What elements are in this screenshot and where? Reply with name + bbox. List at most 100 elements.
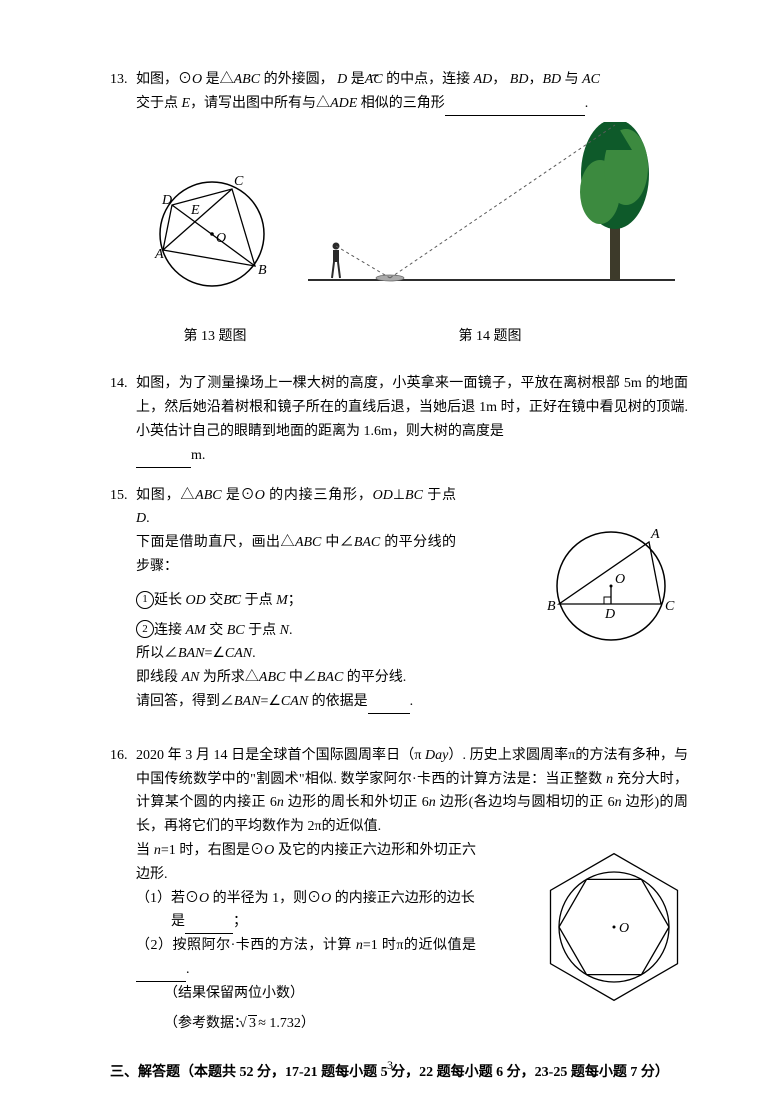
t: 交 [206, 623, 227, 638]
t: BAC [354, 535, 380, 550]
q13-text: 如图，⊙O 是△ABC 的外接圆， D 是AC 的中点，连接 AD， BD，BD… [136, 68, 688, 116]
t: OD [373, 488, 393, 503]
t: 2020 年 3 月 14 日是全球首个国际圆周率日（ [136, 748, 414, 763]
t: Day [421, 748, 448, 763]
t: （1）若⊙ [136, 891, 199, 906]
t: OD [186, 593, 206, 608]
t: ， [528, 72, 542, 87]
t: 交于点 [136, 96, 182, 111]
t: AM [186, 623, 206, 638]
t: （2）按照阿尔·卡西的方法，计算 [136, 938, 356, 953]
t: O [199, 891, 209, 906]
t: O [192, 72, 202, 87]
svg-text:D: D [161, 193, 172, 208]
t: ⊥ [393, 488, 405, 503]
t: BAC [317, 670, 343, 685]
t: n [356, 938, 363, 953]
t: M [276, 593, 288, 608]
blank-line [185, 933, 233, 934]
t: =∠ [260, 694, 280, 709]
q13-figure-caption: 第 13 题图 [140, 325, 290, 349]
t: O [255, 488, 265, 503]
t: O [321, 891, 331, 906]
svg-text:A: A [650, 527, 660, 542]
t: 连接 [154, 623, 186, 638]
svg-text:B: B [258, 263, 267, 278]
q16-container: 16. 2020 年 3 月 14 日是全球首个国际圆周率日（π Day）. 历… [110, 744, 688, 1036]
t: 的近似值. [322, 819, 382, 834]
t: . [410, 694, 414, 709]
t: n [429, 795, 436, 810]
step-2-marker: 2 [136, 620, 154, 638]
t: 相似的三角形 [357, 96, 445, 111]
step-1-marker: 1 [136, 591, 154, 609]
t: 于点 [245, 623, 280, 638]
t: N [280, 623, 289, 638]
t: 于点 [423, 488, 456, 503]
t: n [277, 795, 284, 810]
t: . [252, 646, 256, 661]
svg-text:A: A [154, 247, 164, 262]
t: n [615, 795, 622, 810]
t: 下面是借助直尺，画出△ [136, 535, 295, 550]
page-number: 3 [0, 1055, 780, 1075]
t: 如图，△ [136, 488, 195, 503]
t: 延长 [154, 593, 186, 608]
svg-text:C: C [234, 174, 244, 189]
t: 当 [136, 843, 154, 858]
t: BD [542, 72, 561, 87]
t: 的半径为 1，则⊙ [209, 891, 321, 906]
t: 边形(各边均与圆相切的正 6 [436, 795, 615, 810]
svg-text:O: O [216, 231, 226, 246]
t: D [136, 511, 146, 526]
q14-figure [300, 122, 680, 297]
t: 是 [347, 72, 365, 87]
t: 的外接圆， [260, 72, 337, 87]
t: E [182, 96, 191, 111]
t: O [264, 843, 274, 858]
t: 于点 [241, 593, 276, 608]
q14-text: 如图，为了测量操场上一棵大树的高度，小英拿来一面镜子，平放在离树根部 5m 的地… [136, 372, 688, 467]
t: ABC [259, 670, 285, 685]
t: 是△ [202, 72, 234, 87]
t: 中∠ [285, 670, 317, 685]
t: ABC [195, 488, 221, 503]
q14-figure-caption: 第 14 题图 [300, 325, 680, 349]
t: . [585, 96, 589, 111]
t: 所以∠ [136, 646, 178, 661]
q16-number: 16. [110, 744, 136, 1036]
t: n [154, 843, 161, 858]
t: 交 [206, 593, 224, 608]
t: 的近似值是 [403, 938, 476, 953]
t: ABC [234, 72, 260, 87]
t: . [186, 962, 190, 977]
svg-text:O: O [619, 921, 629, 936]
svg-text:E: E [190, 203, 200, 218]
t: BD [510, 72, 529, 87]
t: m. [191, 448, 205, 463]
t: 如图，⊙ [136, 72, 192, 87]
t: 为所求△ [199, 670, 259, 685]
blank-line [445, 115, 585, 116]
t: ADE [330, 96, 357, 111]
blank-line [136, 467, 191, 468]
t: ABC [295, 535, 321, 550]
t: 与 [561, 72, 582, 87]
t: 即线段 [136, 670, 182, 685]
t: ， [492, 72, 510, 87]
figures-row: A B C D E O [140, 122, 688, 297]
t: CAN [281, 694, 308, 709]
t: 的平分线. [343, 670, 406, 685]
t: 边形的周长和外切正 6 [284, 795, 429, 810]
arc-label: AC [365, 72, 383, 87]
blank-line [136, 981, 186, 982]
figure-captions: 第 13 题图 第 14 题图 [140, 325, 688, 349]
t: . [289, 623, 293, 638]
t: （结果保留两位小数） [171, 986, 304, 1001]
q16-figure: O [537, 850, 692, 1005]
t: 请回答，得到∠ [136, 694, 234, 709]
q15-container: 15. 如图，△ABC 是⊙O 的内接三角形，OD⊥BC 于点 D. 下面是借助… [110, 484, 688, 714]
t: AC [582, 72, 600, 87]
t: 如图，为了测量操场上一棵大树的高度，小英拿来一面镜子，平放在离树根部 5m 的地… [136, 376, 688, 439]
t: 的内接三角形， [265, 488, 373, 503]
